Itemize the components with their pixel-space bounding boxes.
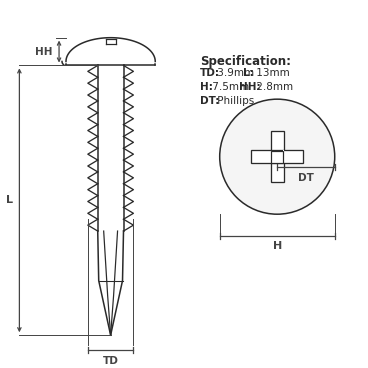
Text: 13mm: 13mm xyxy=(253,68,290,78)
Text: DT: DT xyxy=(298,173,314,183)
FancyBboxPatch shape xyxy=(251,150,303,163)
Text: Phillips: Phillips xyxy=(214,96,254,106)
Bar xyxy=(271,151,283,163)
Text: DT:: DT: xyxy=(200,96,219,106)
Text: H:: H: xyxy=(200,82,213,92)
Bar xyxy=(283,150,284,151)
Text: HH:: HH: xyxy=(238,82,260,92)
Text: H: H xyxy=(273,241,282,251)
Text: 7.5mm: 7.5mm xyxy=(209,82,253,92)
Text: TD:: TD: xyxy=(200,68,220,78)
Circle shape xyxy=(220,99,335,214)
Text: Specification:: Specification: xyxy=(200,54,291,68)
Text: 3.9mm: 3.9mm xyxy=(214,68,258,78)
Text: HH: HH xyxy=(35,47,52,57)
Text: L: L xyxy=(6,195,14,205)
Text: L:: L: xyxy=(243,68,254,78)
Text: 2.8mm: 2.8mm xyxy=(253,82,293,92)
Text: TD: TD xyxy=(103,356,118,366)
FancyBboxPatch shape xyxy=(271,131,284,183)
